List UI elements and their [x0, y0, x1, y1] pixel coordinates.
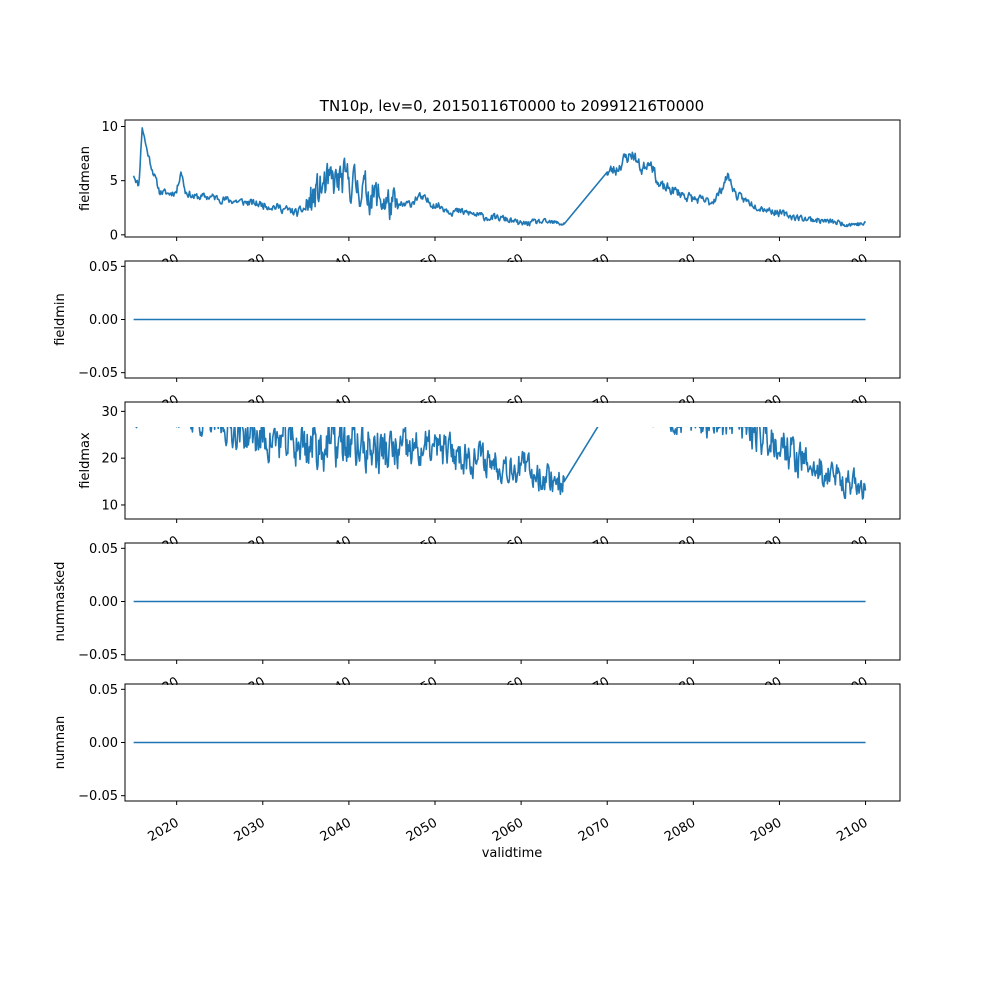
panels: 0510202020302040205020602070208020902100…	[53, 119, 901, 845]
y-axis-label: fieldmean	[78, 146, 93, 211]
y-tick-label: 10	[101, 498, 118, 513]
y-tick-label: 5	[110, 174, 118, 189]
series-line-fieldmean	[132, 127, 867, 228]
y-tick-label: 0.00	[89, 595, 118, 610]
label-mask	[126, 262, 899, 286]
label-mask	[126, 685, 899, 709]
axes-frame	[124, 119, 901, 238]
x-axis-label: validtime	[482, 846, 543, 861]
y-tick-label: 0.05	[89, 260, 118, 275]
series-line-fieldmax	[132, 405, 867, 500]
y-tick-label: 0.00	[89, 313, 118, 328]
label-mask	[126, 403, 899, 427]
label-mask	[126, 544, 899, 568]
chart-title: TN10p, lev=0, 20150116T0000 to 20991216T…	[319, 97, 704, 115]
y-axis-label: fieldmin	[53, 293, 68, 346]
y-tick-label: 0.05	[89, 542, 118, 557]
y-tick-label: −0.05	[78, 648, 118, 663]
y-tick-label: 20	[101, 452, 118, 467]
y-tick-label: −0.05	[78, 366, 118, 381]
y-tick-label: −0.05	[78, 789, 118, 804]
y-axis-label: fieldmax	[78, 432, 93, 489]
y-tick-label: 0.00	[89, 736, 118, 751]
y-axis-label: nummasked	[53, 562, 68, 642]
y-tick-label: 0.05	[89, 683, 118, 698]
y-tick-label: 0	[110, 228, 118, 243]
y-tick-label: 10	[101, 120, 118, 135]
y-axis-label: numnan	[53, 716, 68, 770]
y-tick-label: 30	[101, 405, 118, 420]
